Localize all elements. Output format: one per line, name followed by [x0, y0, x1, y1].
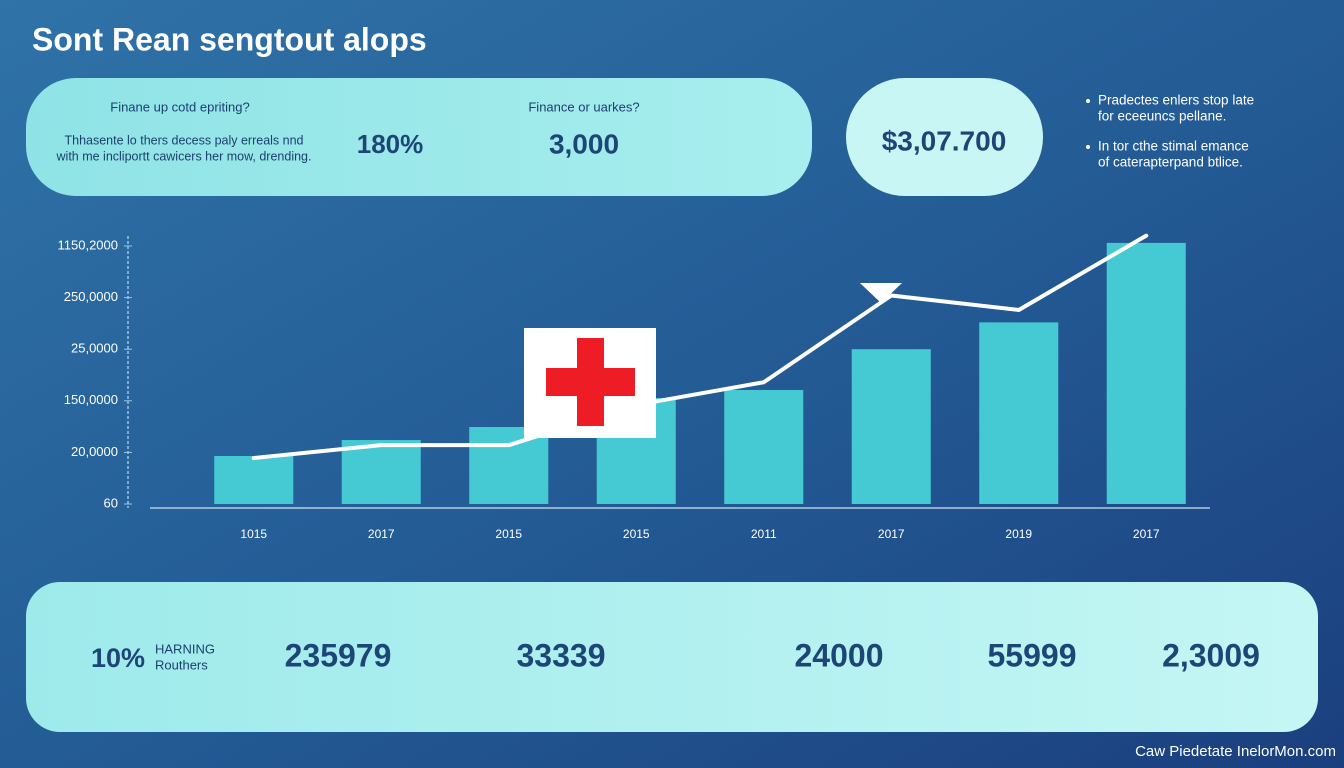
x-tick-label: 2017	[878, 527, 905, 541]
footer-text: Caw Piedetate InelorMon.com	[1135, 743, 1336, 760]
x-tick-label: 2015	[495, 527, 522, 541]
bar	[341, 440, 421, 504]
note-line: In tor cthe stimal emance	[1098, 139, 1249, 154]
total-pill	[846, 78, 1043, 196]
x-tick-label: 2011	[751, 527, 777, 541]
arrow-head	[860, 283, 902, 303]
bottom-panel	[26, 582, 1318, 732]
panel-stat: 235979	[285, 637, 392, 673]
card-question: Finane up cotd epriting?	[110, 99, 249, 114]
x-tick-label: 2015	[623, 527, 650, 541]
y-tick-label: 250,0000	[64, 289, 118, 304]
chart: 60 20,0000 150,0000 25,0000 250,0000 1150,200…	[58, 233, 1210, 541]
bar	[469, 427, 549, 504]
x-tick-label: 2017	[368, 527, 395, 541]
y-tick-label: 150,0000	[64, 392, 118, 407]
x-tick-label: 2017	[1133, 527, 1160, 541]
x-tick-label: 1015	[240, 527, 267, 541]
page-title: Sont Rean sengtout alops	[32, 21, 427, 57]
bar	[214, 456, 294, 504]
panel-stat: 55999	[988, 637, 1077, 673]
total-value: $3,07.700	[882, 125, 1007, 156]
note-line: of caterapterpand btlice.	[1098, 155, 1243, 170]
y-tick-label: 60	[104, 495, 118, 510]
panel-label: Routhers	[155, 657, 208, 672]
y-tick-label: 1150,2000	[58, 237, 119, 252]
bullet	[1086, 145, 1090, 149]
panel-stat: 24000	[795, 637, 884, 673]
bar	[851, 349, 931, 504]
card-stat: 3,000	[549, 128, 619, 159]
bullet	[1086, 99, 1090, 103]
trend-line	[251, 233, 1149, 461]
card-stat: 180%	[357, 129, 424, 159]
y-tick-label: 20,0000	[71, 444, 118, 459]
y-tick-label: 25,0000	[71, 341, 118, 356]
x-tick-label: 2019	[1005, 527, 1032, 541]
note-line: Pradectes enlers stop late	[1098, 93, 1254, 108]
panel-label: HARNING	[155, 641, 215, 656]
bar	[1106, 242, 1186, 505]
summary-card	[26, 78, 812, 196]
note-line: for eceeuncs pellane.	[1098, 109, 1226, 124]
card-description: with me incliportt cawicers her mow, dre…	[56, 149, 312, 163]
bar	[724, 389, 804, 504]
bar	[979, 322, 1059, 504]
panel-stat: 33339	[517, 637, 606, 673]
cross-horizontal	[546, 368, 635, 396]
panel-percent: 10%	[91, 643, 145, 673]
panel-stat: 2,3009	[1162, 637, 1260, 673]
card-question: Finance or uarkes?	[528, 99, 639, 114]
panel-stats: 235979 33339 24000 55999 2,3009	[285, 637, 1260, 673]
card-description: Thhasente lo thers decess paly erreals n…	[64, 133, 303, 147]
